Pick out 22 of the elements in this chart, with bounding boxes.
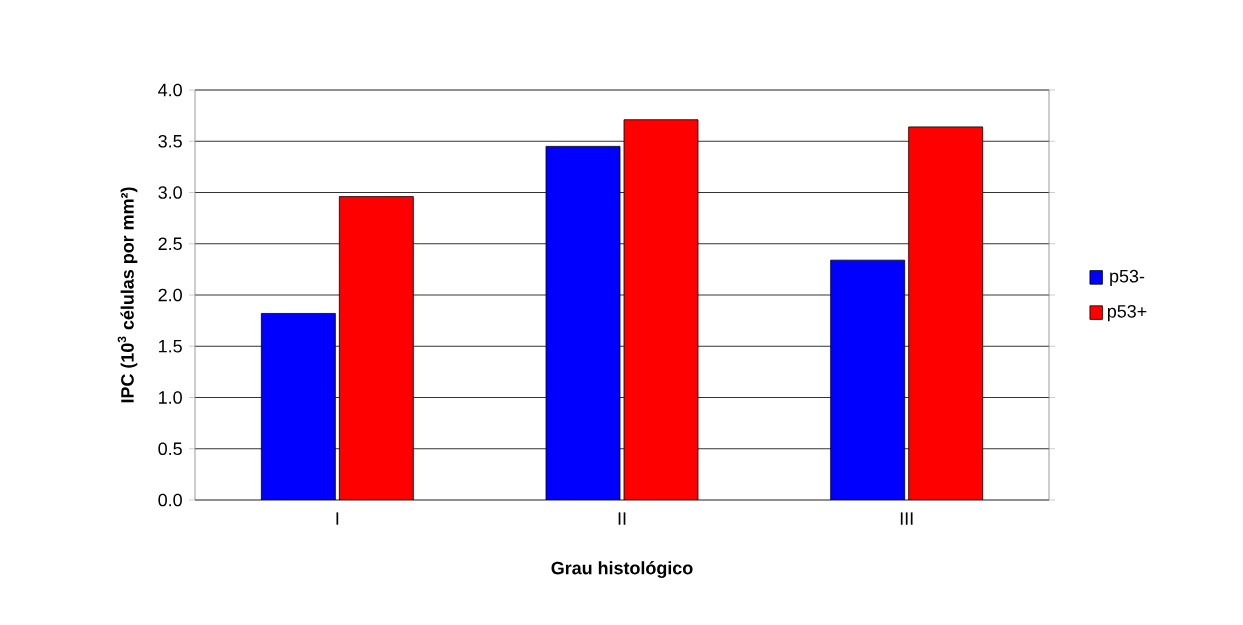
- y-tick-label: 1.0: [159, 391, 182, 404]
- y-tick-label: 0.0: [158, 493, 182, 507]
- y-tick-label: 3.0: [158, 186, 182, 199]
- bar: [830, 259, 906, 500]
- y-tick-label: 0.5: [158, 442, 182, 456]
- y-tick-label: 2.5: [158, 237, 182, 251]
- bar: [545, 145, 621, 500]
- bar: [338, 196, 414, 500]
- x-tick-label: I: [336, 512, 339, 525]
- y-tick-label: 3.5: [158, 134, 182, 148]
- legend-label: p53-: [1110, 269, 1145, 287]
- bar: [260, 313, 336, 500]
- x-axis-title: Grau histológico: [551, 561, 693, 579]
- y-axis-title: IPC (10$^{3}$ células por mm²): [117, 187, 138, 403]
- x-tick-label: II: [618, 512, 626, 525]
- y-tick-label: 1.5: [159, 339, 182, 353]
- x-tick-label: III: [900, 512, 913, 525]
- y-tick-label: 2.0: [158, 288, 182, 302]
- legend-label: p53+: [1107, 304, 1147, 322]
- y-tick-label: 4.0: [158, 83, 182, 97]
- bar: [908, 126, 984, 500]
- bar: [623, 119, 699, 500]
